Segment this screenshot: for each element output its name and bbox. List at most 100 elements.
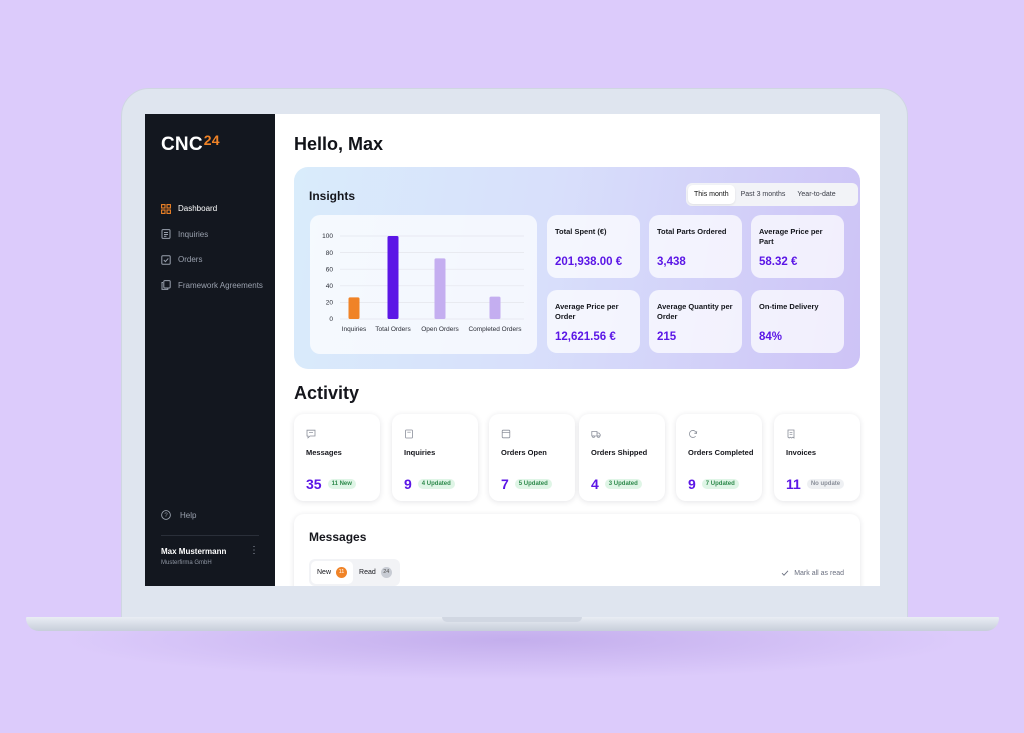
activity-count: 9	[688, 476, 696, 492]
refresh-icon	[689, 430, 698, 438]
check-icon	[781, 570, 789, 576]
stat-avg-price-order: Average Price per Order 12,621.56 €	[547, 290, 640, 353]
stat-value: 12,621.56 €	[555, 331, 616, 343]
sidebar: CNC24 Dashboard Inquiries Orders Framewo…	[145, 114, 275, 586]
copy-icon	[161, 280, 171, 291]
help-label: Help	[180, 510, 197, 520]
truck-icon	[591, 431, 601, 439]
x-tick-label: Completed Orders	[468, 326, 522, 333]
activity-card-orders-shipped[interactable]: Orders Shipped 4 3 Updated	[579, 414, 665, 501]
box-icon	[501, 429, 511, 439]
y-tick-label: 100	[322, 233, 333, 240]
y-tick-label: 40	[326, 283, 334, 290]
insights-panel: Insights This month Past 3 months Year-t…	[294, 167, 860, 369]
messages-title: Messages	[309, 530, 367, 544]
activity-count: 35	[306, 476, 322, 492]
stat-total-spent: Total Spent (€) 201,938.00 €	[547, 215, 640, 278]
page-title: Hello, Max	[294, 134, 384, 154]
stat-label: Total Spent (€)	[555, 227, 607, 236]
sidebar-divider	[161, 535, 259, 536]
laptop-notch	[442, 617, 582, 622]
sidebar-item-inquiries[interactable]: Inquiries	[161, 222, 271, 248]
stat-value: 3,438	[657, 256, 686, 268]
checklist-icon	[161, 255, 171, 265]
activity-count: 4	[591, 476, 599, 492]
bar	[489, 296, 501, 319]
sidebar-item-framework-agreements[interactable]: Framework Agreements	[161, 273, 271, 299]
date-range-toggle: This month Past 3 months Year-to-date	[686, 183, 858, 206]
stat-total-parts: Total Parts Ordered 3,438	[649, 215, 742, 278]
doc-icon	[405, 429, 413, 439]
messages-panel: Messages New 11 Read 24 Mark all as read	[294, 514, 860, 586]
logo[interactable]: CNC24	[161, 132, 220, 156]
stat-label: Total Parts Ordered	[657, 227, 727, 236]
sidebar-item-orders[interactable]: Orders	[161, 247, 271, 273]
main-content: Hello, Max Insights This month Past 3 mo…	[275, 114, 880, 586]
status-badge: 5 Updated	[514, 479, 552, 489]
tab-label: Read	[359, 569, 376, 576]
grid-icon	[161, 203, 171, 214]
activity-card-orders-open[interactable]: Orders Open 7 5 Updated	[489, 414, 575, 501]
stat-label: On-time Delivery	[759, 302, 819, 311]
mark-all-read-button[interactable]: Mark all as read	[781, 569, 844, 577]
range-year-to-date[interactable]: Year-to-date	[797, 191, 836, 198]
more-vertical-icon[interactable]: ⋮	[249, 545, 259, 556]
count-badge: 11	[336, 567, 348, 578]
stat-avg-price-part: Average Price per Part 58.32 €	[751, 215, 844, 278]
activity-card-messages[interactable]: Messages 35 11 New	[294, 414, 380, 501]
mark-all-read-label: Mark all as read	[794, 569, 844, 577]
app-screen: CNC24 Dashboard Inquiries Orders Framewo…	[145, 114, 880, 586]
stat-avg-quantity: Average Quantity per Order 215	[649, 290, 742, 353]
x-tick-label: Total Orders	[375, 326, 411, 333]
count-badge: 24	[380, 567, 392, 578]
activity-label: Orders Shipped	[591, 448, 648, 457]
status-badge: 3 Updated	[604, 479, 642, 489]
activity-label: Orders Open	[501, 448, 547, 457]
laptop-base	[26, 617, 999, 631]
help-icon: ?	[161, 510, 171, 520]
y-tick-label: 80	[326, 250, 334, 257]
status-badge: 7 Updated	[701, 479, 739, 489]
user-profile[interactable]: Max Mustermann Musterfirma GmbH	[161, 547, 226, 566]
sidebar-item-label: Orders	[178, 255, 203, 265]
sidebar-item-dashboard[interactable]: Dashboard	[161, 196, 271, 222]
insights-title: Insights	[309, 189, 356, 203]
x-tick-label: Inquiries	[342, 326, 367, 333]
svg-text:?: ?	[164, 513, 168, 519]
stat-label: Average Price per Part	[759, 227, 823, 246]
stat-value: 84%	[759, 331, 783, 343]
activity-count: 9	[404, 476, 412, 492]
activity-label: Orders Completed	[688, 448, 754, 457]
logo-number: 24	[203, 132, 220, 148]
bar	[387, 236, 399, 319]
chat-icon	[306, 429, 316, 439]
receipt-icon	[787, 429, 795, 439]
help-link[interactable]: ? Help	[161, 510, 196, 520]
range-past-3-months[interactable]: Past 3 months	[740, 191, 786, 198]
y-tick-label: 20	[326, 300, 334, 307]
activity-label: Messages	[306, 448, 342, 457]
stat-label: Average Quantity per Order	[657, 302, 733, 321]
tab-label: New	[317, 569, 332, 576]
activity-card-inquiries[interactable]: Inquiries 9 4 Updated	[392, 414, 478, 501]
stat-value: 215	[657, 331, 677, 343]
tab-new[interactable]: New 11	[311, 561, 354, 584]
user-company: Musterfirma GmbH	[161, 560, 212, 566]
activity-card-orders-completed[interactable]: Orders Completed 9 7 Updated	[676, 414, 762, 501]
activity-card-invoices[interactable]: Invoices 11 No update	[774, 414, 860, 501]
tab-read[interactable]: Read 24	[353, 561, 398, 584]
status-badge: No update	[806, 479, 845, 489]
sidebar-item-label: Framework Agreements	[178, 280, 263, 290]
range-this-month[interactable]: This month	[688, 185, 735, 204]
activity-label: Inquiries	[404, 448, 436, 457]
bar	[434, 258, 446, 319]
activity-count: 11	[786, 476, 801, 492]
sidebar-item-label: Inquiries	[178, 229, 209, 239]
sidebar-nav: Dashboard Inquiries Orders Framework Agr…	[161, 196, 271, 298]
y-tick-label: 60	[326, 266, 334, 273]
orders-chart-card: 0 20 40 60 80 100 Inquiries Total Orders Open Or…	[310, 215, 537, 354]
stat-value: 58.32 €	[759, 256, 798, 268]
stat-label: Average Price per Order	[555, 302, 619, 321]
y-tick-label: 0	[329, 316, 333, 323]
messages-tabs: New 11 Read 24	[309, 559, 400, 586]
